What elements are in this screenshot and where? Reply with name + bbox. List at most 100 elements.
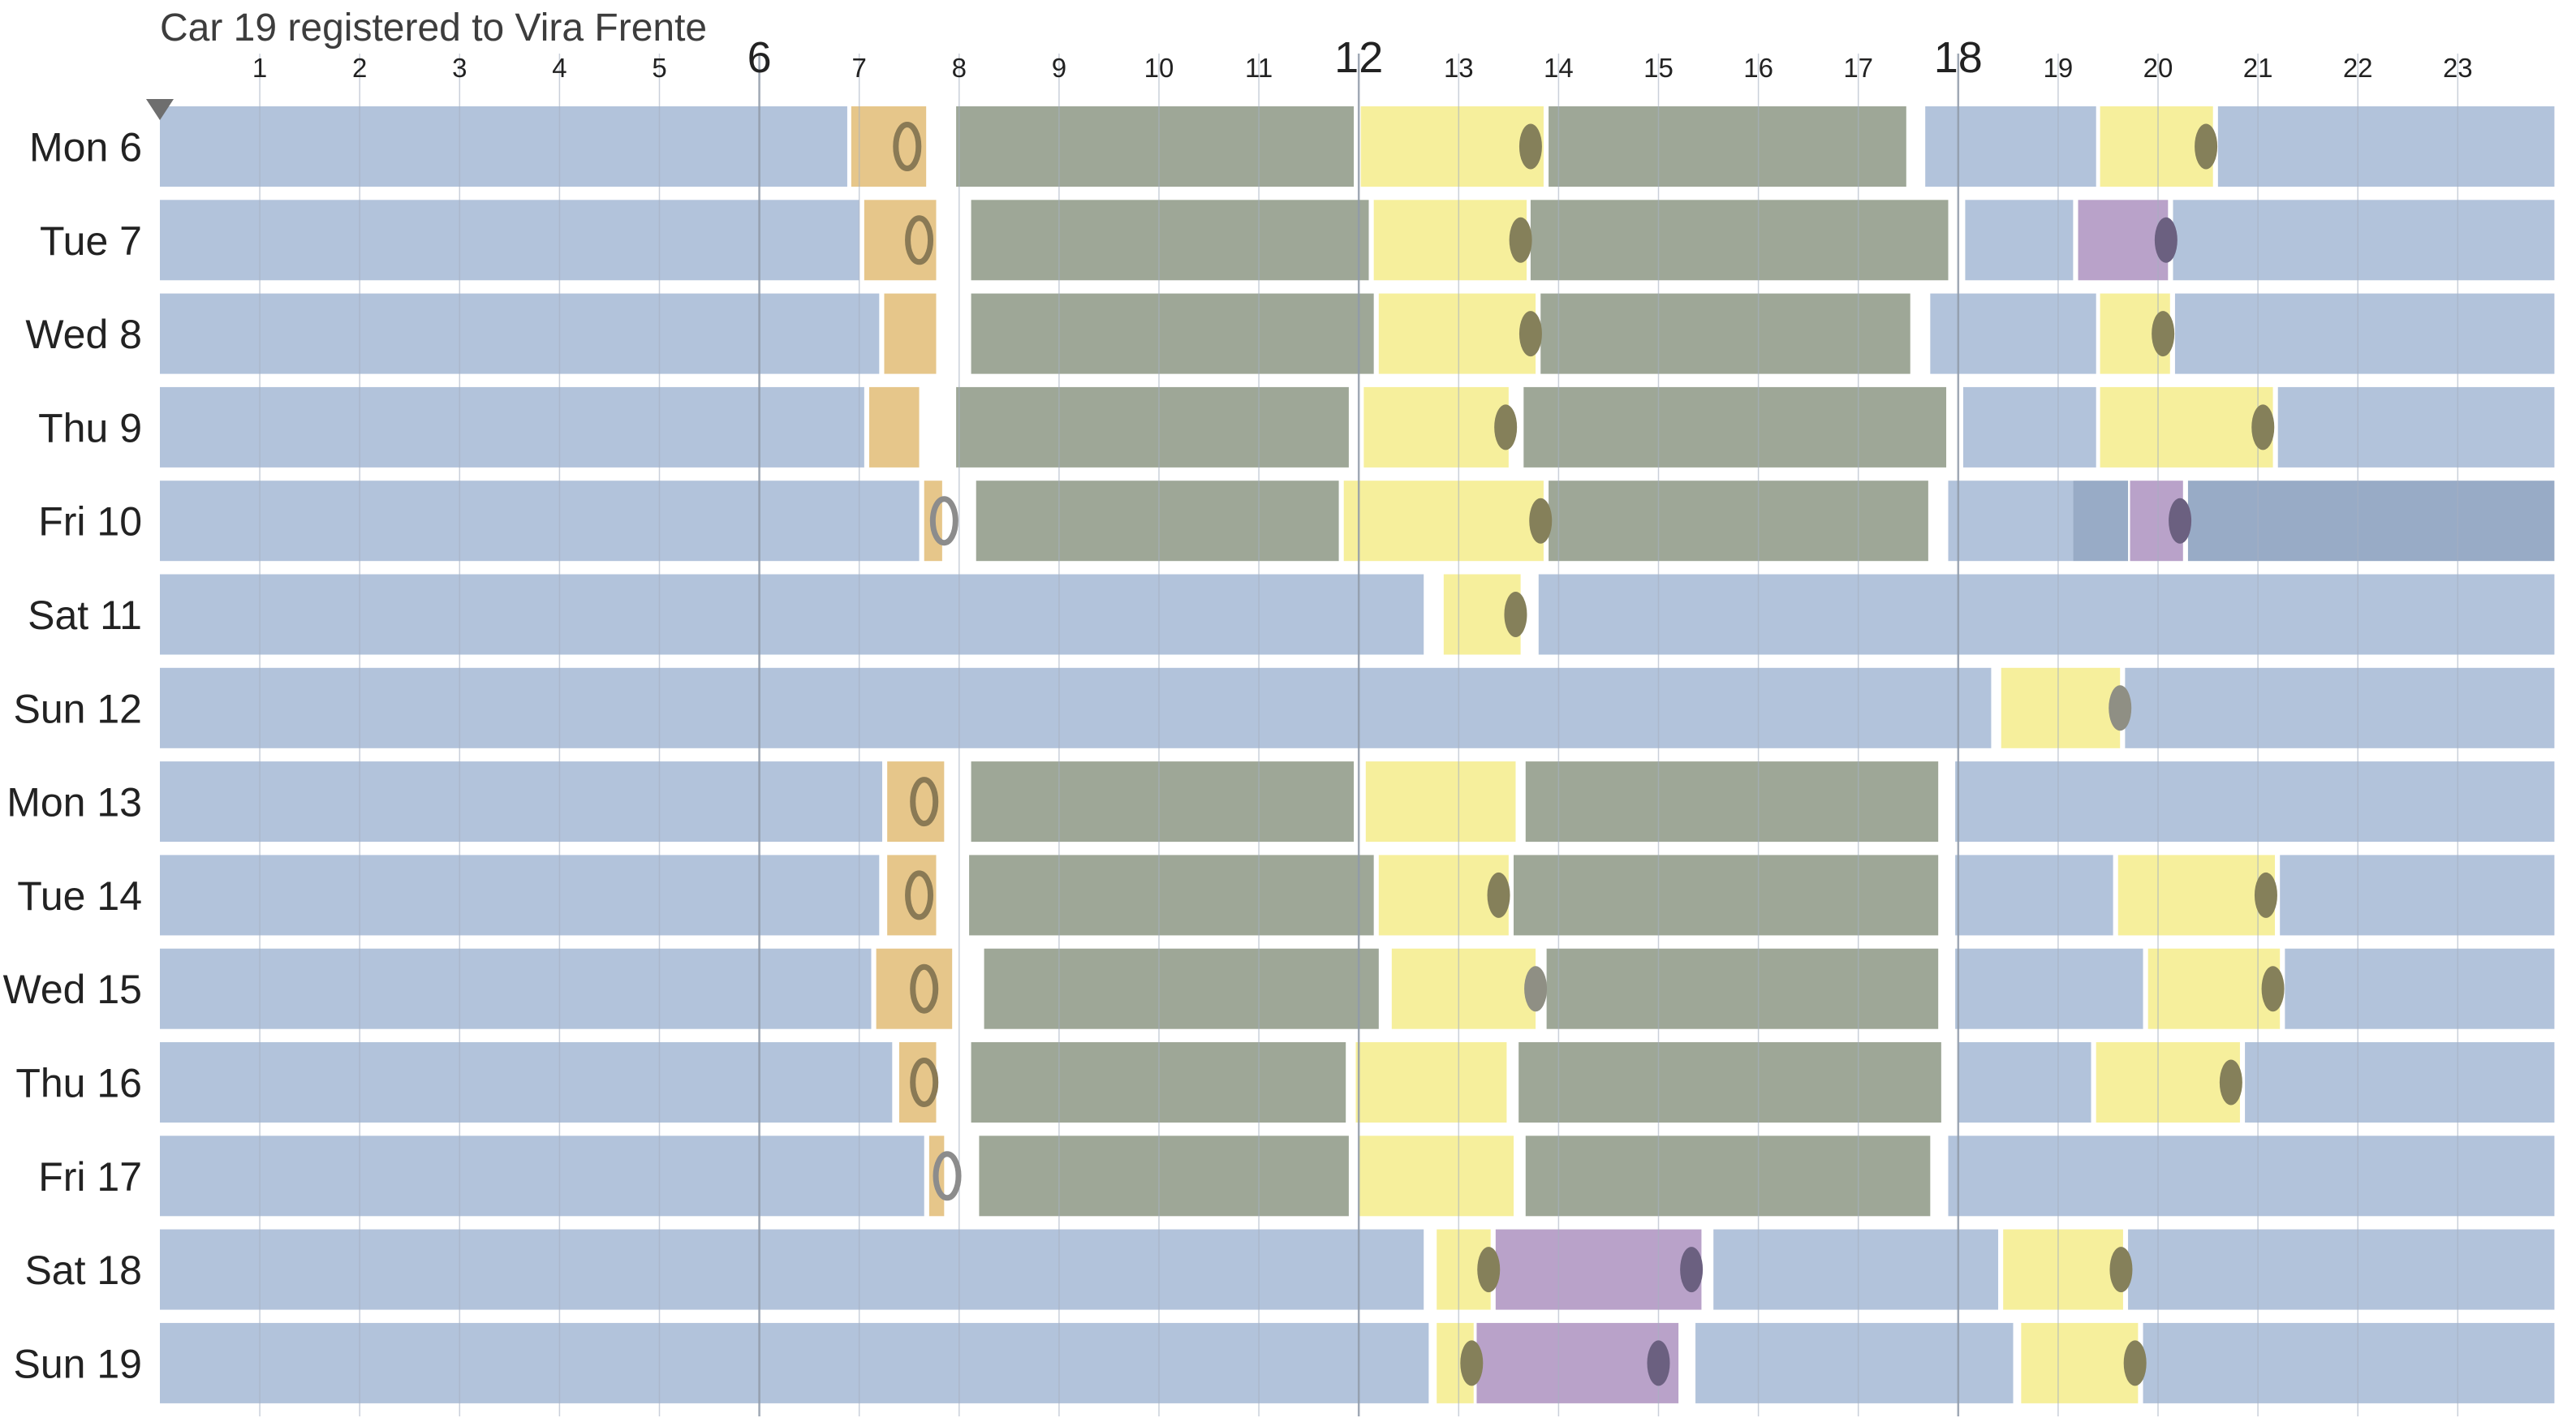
x-tick-label: 21 [2243,53,2273,83]
ring-marker [929,496,958,546]
timeline-bar-lunch [1343,481,1544,562]
x-tick-label: 7 [852,53,867,83]
timeline-bar-work [956,386,1349,468]
timeline-bar-lunch [1365,761,1516,843]
markers-layer [893,122,2285,1386]
timeline-bar-purple [1495,1229,1702,1310]
dot-marker [2109,1247,2133,1293]
timeline-bar-lunch [2021,1322,2139,1403]
timeline-bar-home [2280,855,2555,936]
timeline-bar-lunch [2147,948,2281,1029]
timeline-bar-lunch [2100,386,2273,468]
timeline-bar-home [1955,948,2143,1029]
x-tick-label: 2 [352,53,367,83]
timeline-bar-lunch [1355,1042,1507,1123]
dot-marker [1509,217,1532,263]
timeline-bar-commute [864,200,937,281]
x-tick-label: 18 [1934,33,1983,82]
timeline-bar-work [1549,106,1906,187]
timeline-bar-home [160,293,880,374]
timeline-bar-lunch [1378,293,1536,374]
timeline-bar-work [1518,1042,1941,1123]
dot-marker [1504,592,1527,637]
day-label: Mon 13 [6,780,142,825]
dot-marker [1529,498,1553,544]
timeline-bar-lunch [2117,855,2276,936]
timeline-bar-lunch [2096,1042,2240,1123]
timeline-bar-work [979,1136,1349,1217]
x-tick-label: 5 [652,53,666,83]
timeline-bar-home [2173,200,2555,281]
timeline-bar-work [1525,1136,1931,1217]
dot-marker [1460,1340,1484,1386]
timeline-bar-work [1514,855,1939,936]
timeline-bar-home [1925,106,2096,187]
timeline-bar-home [160,106,847,187]
timeline-bar-work [984,948,1379,1029]
dot-marker [2169,498,2192,544]
ring-marker [893,122,922,171]
timeline-bar-work [956,106,1355,187]
bars-layer [160,106,2555,1403]
timeline-bar-work [1540,293,1910,374]
timeline-bar-home [1948,481,2074,562]
ring-marker [933,1151,962,1201]
timeline-bar-home [160,200,859,281]
timeline-bar-work [971,200,1369,281]
timeline-bar-commute [851,106,927,187]
timeline-bar-lunch [2003,1229,2123,1310]
day-label: Wed 8 [25,312,142,357]
timeline-bar-home [1958,1042,2091,1123]
timeline-bar-home [160,481,920,562]
dot-marker [2251,404,2275,450]
timeline-bar-home [2285,948,2555,1029]
dot-marker [1518,123,1542,170]
timeline-bar-home [2125,667,2555,748]
timeline-bar-work [971,293,1374,374]
timeline-bar-home_dark [2073,481,2129,562]
x-axis-ticks: 1 2 3 4 5 6 7 8 9 10 11 12 13 14 15 16 17 18 19 20 21 22 23 [252,33,2473,83]
timeline-bar-home [160,855,880,936]
x-tick-label: 15 [1643,53,1674,83]
dot-marker [2261,966,2285,1012]
day-labels: Mon 6 Tue 7 Wed 8 Thu 9 Fri 10 Sat 11 Sun 12 Mo… [3,125,142,1387]
timeline-bar-home [160,386,864,468]
x-tick-label: 12 [1334,33,1383,82]
gridlines-layer [259,54,2459,1416]
x-tick-label: 11 [1245,53,1273,83]
timeline-bar-commute [869,386,920,468]
ring-marker [905,870,934,920]
timeline-bar-home [160,1136,924,1217]
timeline-bar-lunch [1391,948,1536,1029]
timeline-bar-commute [884,293,937,374]
x-tick-label: 23 [2443,53,2473,83]
day-label: Tue 14 [17,873,142,919]
x-tick-label: 17 [1843,53,1873,83]
timeline-bar-lunch [1378,855,1509,936]
timeline-bar-home [1955,855,2113,936]
x-tick-label: 22 [2343,53,2373,83]
timeline-bar-work [976,481,1339,562]
timeline-bar-home [2174,293,2555,374]
timeline-bar-work [969,855,1374,936]
x-tick-label: 9 [1052,53,1066,83]
day-label: Tue 7 [40,218,142,264]
timeline-bar-work [1523,386,1947,468]
timeline-bar-lunch [1359,1136,1514,1217]
timeline-bar-home [160,948,872,1029]
day-label: Sun 12 [14,686,142,731]
timeline-bar-work [1530,200,1949,281]
timeline-bar-home [2277,386,2555,468]
timeline-bar-lunch [1373,200,1527,281]
timeline-bar-home [1955,761,2555,843]
timeline-bar-home [160,1042,893,1123]
day-label: Sun 19 [14,1341,142,1386]
day-label: Wed 15 [3,967,142,1012]
timeline-bar-home [1538,574,2555,655]
timeline-bar-work [1549,481,1928,562]
dot-marker [2254,872,2277,918]
ring-marker [905,215,934,265]
day-label: Mon 6 [29,125,142,170]
x-tick-label: 6 [747,33,772,82]
